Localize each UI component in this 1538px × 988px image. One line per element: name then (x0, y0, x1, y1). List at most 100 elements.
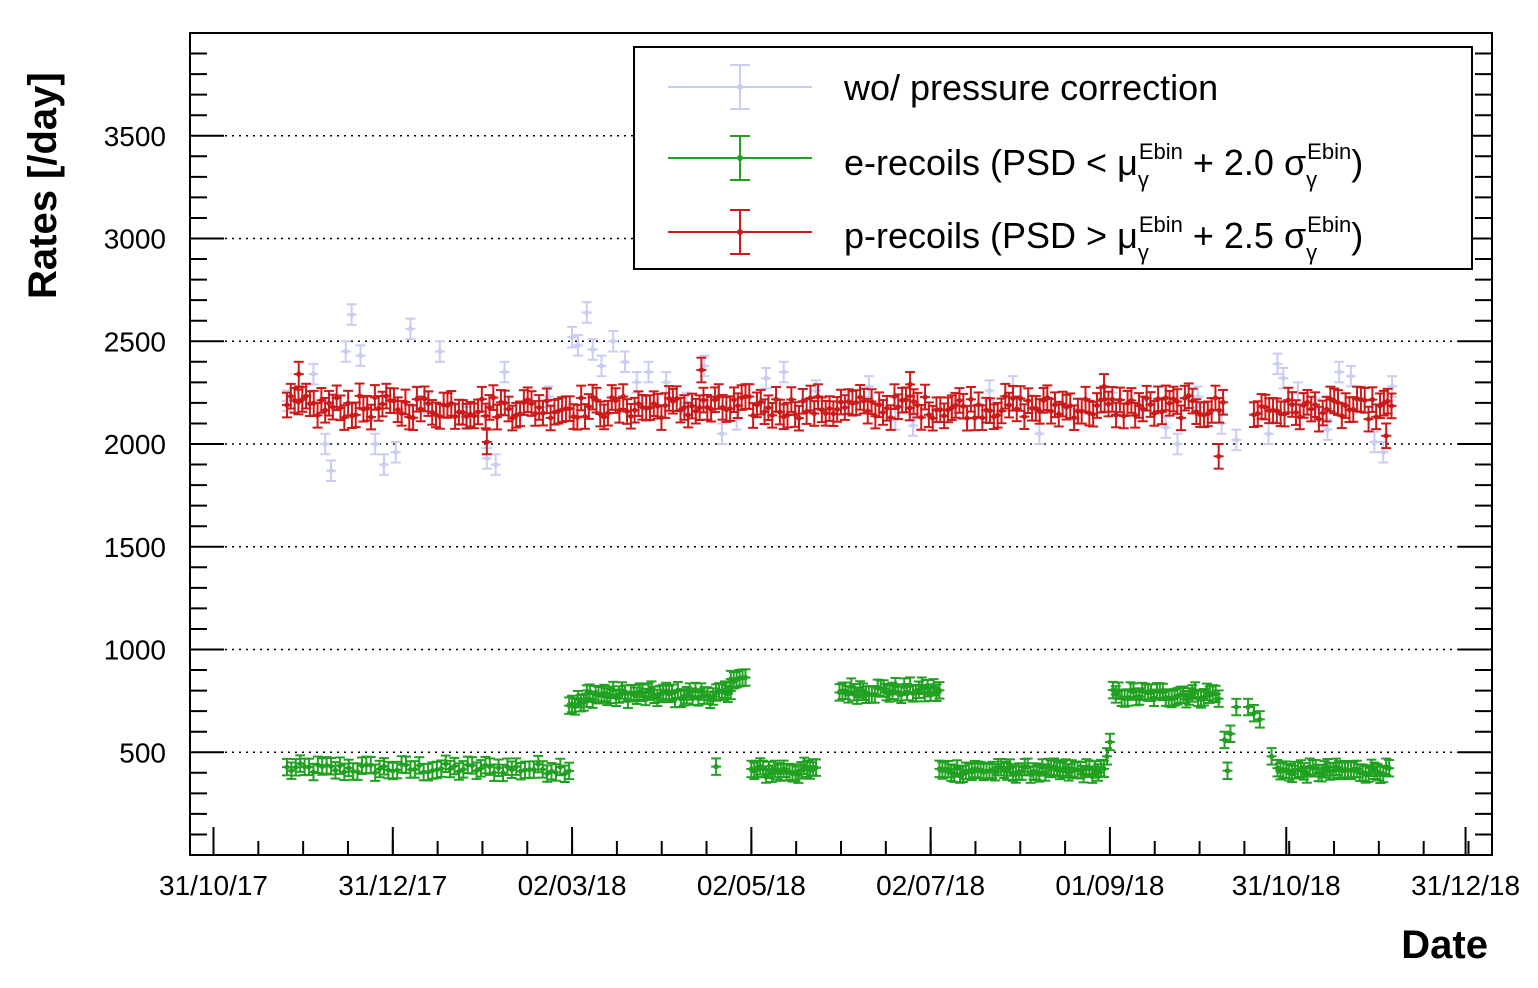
wo-pressure-series-point (1278, 366, 1289, 390)
x-tick-label: 31/10/17 (159, 870, 268, 901)
legend-entry-3: p-recoils (PSD > μγEbin + 2.5 σγEbin) (844, 212, 1363, 265)
wo-pressure-series-point (761, 366, 772, 390)
p-recoils-series-point (1213, 443, 1224, 470)
p-recoils-series-point (327, 393, 338, 421)
wo-pressure-series-point (581, 301, 592, 324)
x-tick-label: 02/05/18 (697, 870, 806, 901)
wo-pressure-series-point (340, 340, 351, 363)
legend-marker-1 (668, 64, 812, 110)
p-recoils-series-point (916, 404, 927, 431)
e-recoils-series-point (312, 755, 323, 774)
p-recoils-series-point (1187, 387, 1198, 415)
x-tick-label: 02/07/18 (876, 870, 985, 901)
e-recoils-series-point (378, 757, 389, 776)
y-tick-label: 3000 (104, 224, 166, 255)
p-recoils-series-point (942, 396, 953, 424)
wo-pressure-series-point (699, 354, 710, 378)
p-recoils-series-point (1367, 386, 1378, 413)
e-recoils-series-point (1266, 747, 1277, 766)
wo-pressure-series-point (572, 334, 583, 357)
e-recoils-series-point (1384, 759, 1395, 778)
wo-pressure-series-point (378, 453, 389, 476)
wo-pressure-series-point (346, 303, 357, 326)
wo-pressure-series-point (370, 432, 381, 456)
e-recoils-series-point (652, 688, 663, 708)
p-recoils-series-point (763, 394, 774, 422)
wo-pressure-series-point (619, 350, 630, 374)
p-recoils-series-point (696, 356, 707, 384)
wo-pressure-series-point (434, 340, 445, 363)
p-recoils-series-point (767, 401, 778, 429)
legend: wo/ pressure correction e-recoils (PSD <… (633, 46, 1473, 270)
e-recoils-series-point (887, 681, 898, 701)
p-recoils-series-point (1313, 405, 1324, 433)
e-recoils-series-point (1254, 710, 1265, 729)
x-axis-title: Date (1401, 923, 1488, 967)
e-recoils-series-point (537, 760, 548, 779)
wo-pressure-series-point (490, 453, 501, 476)
legend-marker-3 (668, 209, 812, 255)
p-recoils-series-point (920, 383, 931, 411)
wo-pressure-series-point (390, 440, 401, 464)
wo-pressure-series-point (405, 317, 416, 341)
p-recoils-series-point (1168, 385, 1179, 413)
x-tick-label: 02/03/18 (518, 870, 627, 901)
x-tick-label: 31/10/18 (1232, 870, 1341, 901)
e-recoils-series-point (1104, 732, 1115, 752)
y-tick-label: 500 (119, 737, 166, 768)
wo-pressure-series-point (567, 325, 578, 349)
wo-pressure-series-point (863, 375, 874, 398)
p-recoils-series-point (996, 397, 1007, 425)
e-recoils-series-point (431, 760, 442, 780)
x-tick-label: 31/12/18 (1411, 870, 1520, 901)
x-tick-label: 01/09/18 (1055, 870, 1164, 901)
e-recoils-series-point (1213, 689, 1224, 708)
wo-pressure-series-point (1272, 352, 1283, 376)
p-recoils-series-point (836, 388, 846, 416)
y-tick-label: 3500 (104, 121, 166, 152)
p-recoils-series-point (1363, 405, 1374, 433)
e-recoils-series-point (1219, 730, 1230, 750)
p-recoils-series-point (927, 404, 938, 432)
wo-pressure-series-point (716, 422, 727, 445)
e-recoils-series-point (436, 759, 447, 778)
e-recoils-series-point (1037, 758, 1048, 777)
p-recoils-series-point (481, 428, 492, 456)
wo-pressure-series-point (1293, 381, 1304, 404)
series-layer (281, 301, 1398, 785)
e-recoils-series-point (740, 668, 751, 687)
e-recoils-series-point (374, 759, 385, 779)
e-recoils-series-point (339, 762, 350, 782)
e-recoils-series-point (934, 681, 945, 700)
p-recoils-series-point (1378, 389, 1389, 417)
p-recoils-series-point (862, 397, 873, 425)
wo-pressure-series-point (1034, 422, 1045, 445)
wo-pressure-series-point (587, 338, 598, 361)
p-recoils-series (281, 356, 1397, 470)
p-recoils-series-point (545, 404, 556, 432)
wo-pressure-series-point (1160, 416, 1171, 439)
p-recoils-series-point (534, 394, 545, 421)
p-recoils-series-point (793, 404, 804, 432)
e-recoils-series-point (811, 758, 822, 777)
e-recoils-series-point (542, 764, 553, 783)
wo-pressure-series-point (1369, 430, 1380, 454)
p-recoils-series-point (736, 384, 747, 411)
y-tick-label: 1000 (104, 635, 166, 666)
e-recoils-series-point (711, 757, 722, 776)
e-recoils-series-point (1101, 747, 1112, 766)
e-recoils-series-point (564, 761, 575, 781)
e-recoils-series-point (326, 757, 337, 776)
legend-entry-1: wo/ pressure correction (843, 67, 1218, 108)
y-tick-label: 1500 (104, 532, 166, 563)
wo-pressure-series-point (631, 371, 642, 394)
wo-pressure-series-point (308, 362, 319, 386)
wo-pressure-series-point (1345, 364, 1356, 388)
p-recoils-series-point (1179, 384, 1190, 412)
wo-pressure-series-point (1334, 360, 1345, 384)
p-recoils-series-point (312, 401, 323, 429)
wo-pressure-series-point (778, 360, 789, 384)
wo-pressure-series-point (1193, 385, 1204, 409)
x-tick-label: 31/12/17 (338, 870, 447, 901)
